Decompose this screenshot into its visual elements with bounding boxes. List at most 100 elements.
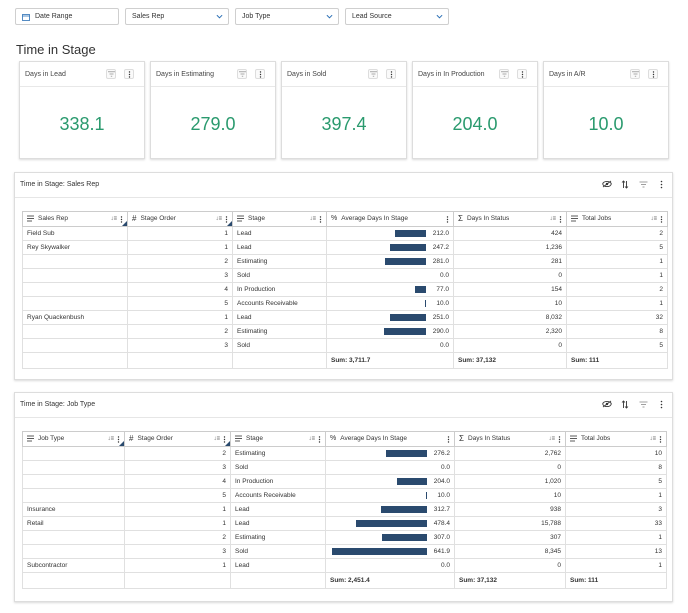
more-icon[interactable] xyxy=(659,436,662,445)
filter-icon[interactable] xyxy=(106,69,116,79)
eye-icon[interactable] xyxy=(601,398,613,410)
hash-icon: # xyxy=(129,434,134,444)
sigma-icon: Σ xyxy=(459,434,464,444)
table-cell: 281.0 xyxy=(326,254,454,269)
resize-handle[interactable] xyxy=(119,441,124,446)
filter-icon[interactable] xyxy=(368,69,378,79)
column-header[interactable]: # Stage Order ↓≡ xyxy=(127,211,233,227)
more-icon[interactable] xyxy=(120,216,123,225)
sort-icon[interactable]: ↓≡ xyxy=(213,436,220,442)
more-icon[interactable] xyxy=(559,216,562,225)
column-header[interactable]: % Average Days In Stage xyxy=(325,431,455,447)
more-icon[interactable] xyxy=(558,436,561,445)
table-cell: In Production xyxy=(232,282,327,297)
bar-value: 276.2 xyxy=(433,450,450,457)
header-controls: ↓≡ xyxy=(215,216,228,225)
more-icon[interactable] xyxy=(318,436,321,445)
sort-toggle-icon[interactable] xyxy=(619,398,631,410)
table-cell: 32 xyxy=(566,310,668,325)
table-cell: 33 xyxy=(565,516,667,531)
bar-value: 0.0 xyxy=(439,342,449,349)
table-cell: Sold xyxy=(230,544,326,559)
table-cell: Lead xyxy=(232,240,327,255)
value-bar xyxy=(390,244,426,251)
column-header[interactable]: Stage ↓≡ xyxy=(230,431,326,447)
summary-cell: Sum: 111 xyxy=(565,572,667,589)
more-icon[interactable] xyxy=(386,69,396,79)
sort-icon[interactable]: ↓≡ xyxy=(650,216,657,222)
table-cell: Lead xyxy=(232,226,327,241)
more-icon[interactable] xyxy=(655,398,667,410)
bar-value: 641.9 xyxy=(433,548,450,555)
more-icon[interactable] xyxy=(660,216,663,225)
kpi-divider xyxy=(20,86,144,87)
sort-icon[interactable]: ↓≡ xyxy=(548,436,555,442)
filter-icon[interactable] xyxy=(237,69,247,79)
more-icon[interactable] xyxy=(223,436,226,445)
table-cell: 13 xyxy=(565,544,667,559)
table-cell: 0.0 xyxy=(326,338,454,353)
column-header[interactable]: Sales Rep ↓≡ xyxy=(22,211,128,227)
sort-icon[interactable]: ↓≡ xyxy=(649,436,656,442)
header-row: Sales Rep ↓≡ # Stage Order ↓≡ Stage ↓≡% Average… xyxy=(22,211,668,227)
table-cell: 307.0 xyxy=(325,530,455,545)
column-header[interactable]: Job Type ↓≡ xyxy=(22,431,125,447)
table-cell: Lead xyxy=(232,310,327,325)
table-row: 2 Estimating 307.0 307 1 xyxy=(22,530,667,545)
table-cell: Ryan Quackenbush xyxy=(22,310,128,325)
sort-icon[interactable]: ↓≡ xyxy=(309,216,316,222)
column-header[interactable]: # Stage Order ↓≡ xyxy=(124,431,231,447)
job-type-table: Job Type ↓≡ # Stage Order ↓≡ Stage ↓≡% Average … xyxy=(22,431,667,589)
sort-toggle-icon[interactable] xyxy=(619,178,631,190)
lead-source-filter[interactable]: Lead Source xyxy=(345,8,449,25)
sort-icon[interactable]: ↓≡ xyxy=(215,216,222,222)
table-cell: 5 xyxy=(565,474,667,489)
sort-icon[interactable]: ↓≡ xyxy=(110,216,117,222)
column-header[interactable]: Σ Days In Status ↓≡ xyxy=(454,431,566,447)
table-cell: 5 xyxy=(124,488,231,503)
table-row: Insurance 1 Lead 312.7 938 3 xyxy=(22,502,667,517)
kpi-card: Days in In Production 204.0 xyxy=(412,61,538,159)
header-controls: ↓≡ xyxy=(649,436,662,445)
table-row: 3 Sold 0.0 0 5 xyxy=(22,338,668,353)
column-header[interactable]: Σ Days In Status ↓≡ xyxy=(453,211,567,227)
table-cell: 3 xyxy=(127,268,233,283)
more-icon[interactable] xyxy=(225,216,228,225)
summary-cell: Sum: 3,711.7 xyxy=(326,352,454,369)
more-icon[interactable] xyxy=(447,436,450,445)
summary-cell: Sum: 37,132 xyxy=(453,352,567,369)
panel-divider xyxy=(15,417,672,418)
filter-icon[interactable] xyxy=(637,178,649,190)
column-header[interactable]: % Average Days In Stage xyxy=(326,211,454,227)
sort-icon[interactable]: ↓≡ xyxy=(308,436,315,442)
more-icon[interactable] xyxy=(517,69,527,79)
header-controls: ↓≡ xyxy=(309,216,322,225)
more-icon[interactable] xyxy=(255,69,265,79)
filter-icon[interactable] xyxy=(630,69,640,79)
column-header[interactable]: Total Jobs ↓≡ xyxy=(566,211,668,227)
more-icon[interactable] xyxy=(648,69,658,79)
table-cell: 5 xyxy=(566,338,668,353)
sort-icon[interactable]: ↓≡ xyxy=(107,436,114,442)
more-icon[interactable] xyxy=(655,178,667,190)
resize-handle[interactable] xyxy=(227,221,232,226)
date-range-filter[interactable]: Date Range xyxy=(15,8,119,25)
column-header[interactable]: Stage ↓≡ xyxy=(232,211,327,227)
more-icon[interactable] xyxy=(124,69,134,79)
table-cell: 1,020 xyxy=(454,474,566,489)
filter-icon[interactable] xyxy=(637,398,649,410)
resize-handle[interactable] xyxy=(225,441,230,446)
table-cell xyxy=(22,544,125,559)
job-type-filter[interactable]: Job Type xyxy=(235,8,339,25)
sales-rep-filter[interactable]: Sales Rep xyxy=(125,8,229,25)
table-cell xyxy=(22,460,125,475)
eye-icon[interactable] xyxy=(601,178,613,190)
kpi-title: Days in Estimating xyxy=(156,71,214,78)
sort-icon[interactable]: ↓≡ xyxy=(549,216,556,222)
more-icon[interactable] xyxy=(446,216,449,225)
filter-icon[interactable] xyxy=(499,69,509,79)
resize-handle[interactable] xyxy=(122,221,127,226)
more-icon[interactable] xyxy=(117,436,120,445)
more-icon[interactable] xyxy=(319,216,322,225)
column-header[interactable]: Total Jobs ↓≡ xyxy=(565,431,667,447)
